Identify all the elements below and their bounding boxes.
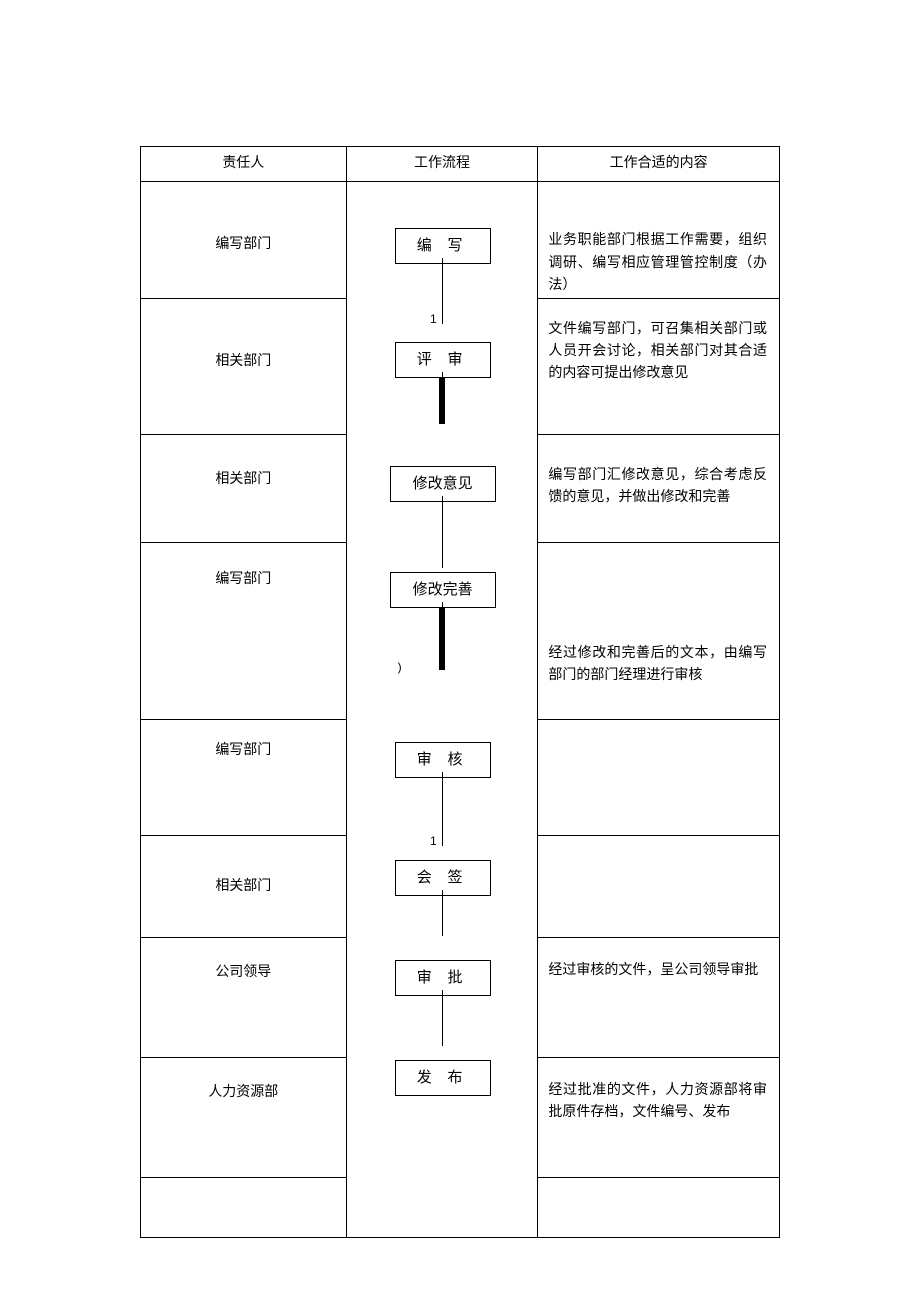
- owner-5: 相关部门: [141, 835, 347, 937]
- connector-2: [442, 496, 443, 568]
- desc-5: [538, 835, 780, 937]
- hdr-owner: 责任人: [141, 147, 347, 182]
- connector-6: [442, 990, 443, 1046]
- connector-thick-1: [439, 378, 445, 424]
- step-7: 发 布: [395, 1060, 491, 1096]
- desc-3: 经过修改和完善后的文本，由编写部门的部门经理进行审核: [538, 542, 780, 719]
- hdr-desc: 工作合适的内容: [538, 147, 780, 182]
- connector-4: [442, 772, 443, 846]
- connector-1: [442, 372, 443, 378]
- owner-7: 人力资源部: [141, 1057, 347, 1177]
- mark-before-3: ): [398, 658, 402, 677]
- desc-4: [538, 719, 780, 835]
- flow-table: 责任人 工作流程 工作合适的内容 编写部门 编 写1评 审修改意见修改完善)审 …: [140, 146, 780, 1238]
- owner-blank: [141, 1177, 347, 1237]
- owner-6: 公司领导: [141, 937, 347, 1057]
- desc-6: 经过审核的文件，呈公司领导审批: [538, 937, 780, 1057]
- mark-0: 1: [430, 310, 437, 329]
- hdr-flow: 工作流程: [346, 147, 538, 182]
- mark-4: 1: [430, 832, 437, 851]
- desc-1: 文件编写部门，可召集相关部门或人员开会讨论，相关部门对其合适的内容可提出修改意见: [538, 298, 780, 434]
- owner-3: 编写部门: [141, 542, 347, 719]
- owner-0: 编写部门: [141, 182, 347, 298]
- desc-7: 经过批准的文件，人力资源部将审批原件存档，文件编号、发布: [538, 1057, 780, 1177]
- desc-2: 编写部门汇修改意见，综合考虑反馈的意见，并做出修改和完善: [538, 434, 780, 542]
- connector-5: [442, 890, 443, 936]
- connector-0: [442, 258, 443, 324]
- flow-column: 编 写1评 审修改意见修改完善)审 核1会 签审 批发 布: [346, 182, 538, 1237]
- desc-0: 业务职能部门根据工作需要，组织调研、编写相应管理管控制度（办法）: [538, 182, 780, 298]
- connector-3: [442, 602, 443, 608]
- owner-1: 相关部门: [141, 298, 347, 434]
- connector-thick-3: [439, 608, 445, 670]
- owner-2: 相关部门: [141, 434, 347, 542]
- desc-blank: [538, 1177, 780, 1237]
- owner-4: 编写部门: [141, 719, 347, 835]
